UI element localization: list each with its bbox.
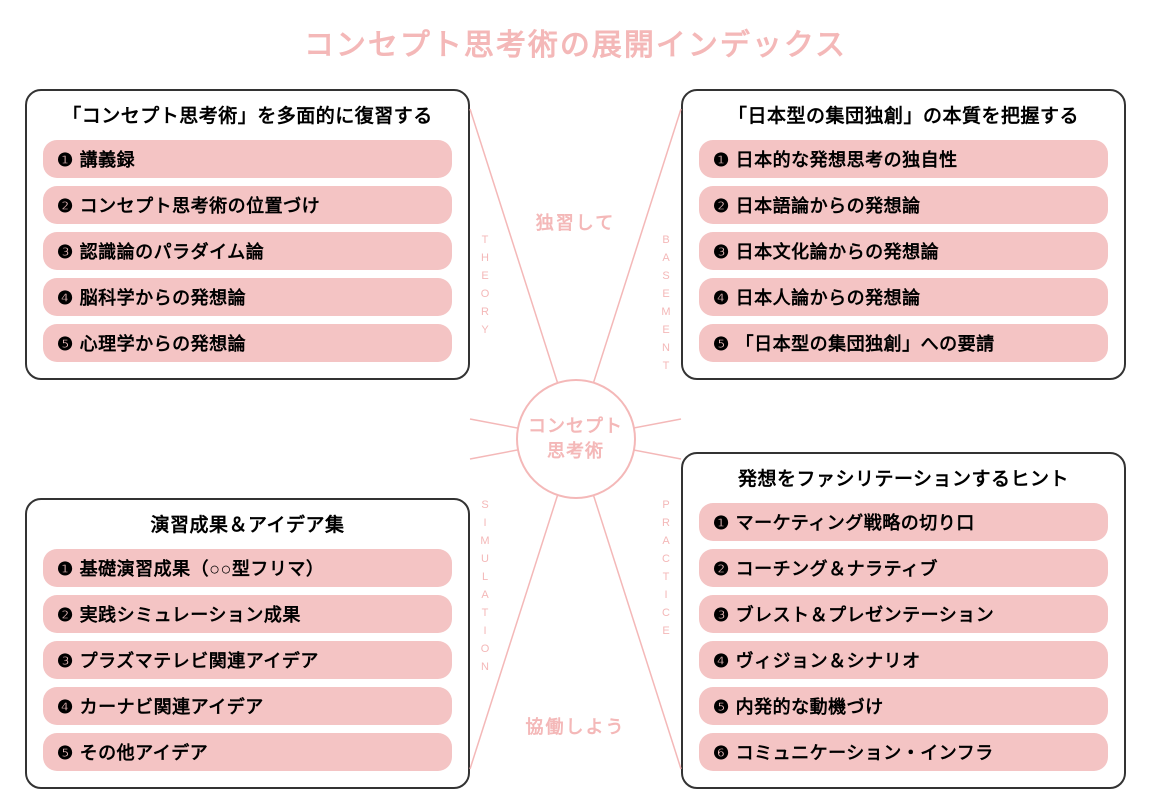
axis-label-bottom: 協働しよう — [526, 713, 626, 739]
list-item[interactable]: ❷ 日本語論からの発想論 — [699, 186, 1108, 224]
item-label: 心理学からの発想論 — [80, 334, 247, 354]
vertical-label-theory: THEORY — [479, 234, 491, 342]
item-label: ブレスト＆プレゼンテーション — [736, 605, 995, 625]
item-list: ❶ 講義録 ❷ コンセプト思考術の位置づけ ❸ 認識論のパラダイム論 ❹ 脳科学からの発想論 ❺… — [43, 140, 452, 362]
item-label: 日本語論からの発想論 — [736, 196, 921, 216]
item-label: ヴィジョン＆シナリオ — [736, 651, 921, 671]
list-item[interactable]: ❷ 実践シミュレーション成果 — [43, 595, 452, 633]
item-number-icon: ❷ — [713, 559, 730, 579]
item-number-icon: ❷ — [57, 605, 74, 625]
item-label: 内発的な動機づけ — [736, 697, 884, 717]
item-number-icon: ❸ — [713, 605, 730, 625]
diagram-container: 「コンセプト思考術」を多面的に復習する ❶講義録❷コンセプト思考術の位置づけ❸認… — [0, 79, 1151, 799]
list-item[interactable]: ❶ 基礎演習成果（○○型フリマ） — [43, 549, 452, 587]
item-list: ❶ 日本的な発想思考の独自性 ❷ 日本語論からの発想論 ❸ 日本文化論からの発想論 ❹ 日本人… — [699, 140, 1108, 362]
item-number-icon: ❶ — [713, 513, 730, 533]
quadrant-heading: 発想をファシリテーションするヒント — [699, 464, 1108, 491]
item-number-icon: ❺ — [57, 743, 74, 763]
vertical-label-simulation: SIMULATION — [479, 499, 491, 679]
item-number-icon: ❶ — [57, 150, 74, 170]
item-label: マーケティング戦略の切り口 — [736, 513, 975, 533]
list-item[interactable]: ❶ 講義録 — [43, 140, 452, 178]
item-list: ❶ 基礎演習成果（○○型フリマ） ❷ 実践シミュレーション成果 ❸ プラズマテレビ関連アイ… — [43, 549, 452, 771]
item-label: 脳科学からの発想論 — [80, 288, 247, 308]
item-label: 認識論のパラダイム論 — [80, 242, 265, 262]
list-item[interactable]: ❸ 認識論のパラダイム論 — [43, 232, 452, 270]
axis-label-top: 独習して — [536, 209, 615, 235]
item-number-icon: ❸ — [713, 242, 730, 262]
item-label: 日本的な発想思考の独自性 — [736, 150, 958, 170]
item-number-icon: ❸ — [57, 242, 74, 262]
item-label: 日本文化論からの発想論 — [736, 242, 940, 262]
item-label: その他アイデア — [80, 743, 209, 763]
item-label: コミュニケーション・インフラ — [736, 743, 994, 763]
vertical-label-basement: BASEMENT — [660, 234, 672, 378]
list-item[interactable]: ❹ 日本人論からの発想論 — [699, 278, 1108, 316]
list-item[interactable]: ❺ 心理学からの発想論 — [43, 324, 452, 362]
item-number-icon: ❶ — [57, 559, 74, 579]
page-title: コンセプト思考術の展開インデックス — [0, 0, 1151, 64]
list-item[interactable]: ❹ カーナビ関連アイデア — [43, 687, 452, 725]
item-number-icon: ❹ — [57, 288, 74, 308]
item-number-icon: ❺ — [57, 334, 74, 354]
quadrant-top-left: 「コンセプト思考術」を多面的に復習する ❶ 講義録 ❷ コンセプト思考術の位置づけ ❸認… — [25, 89, 470, 380]
list-item[interactable]: ❺ 内発的な動機づけ — [699, 687, 1108, 725]
center-text-line2: 思考術 — [547, 439, 604, 464]
list-item[interactable]: ❹ ヴィジョン＆シナリオ — [699, 641, 1108, 679]
list-item[interactable]: ❻ コミュニケーション・インフラ — [699, 733, 1108, 771]
item-label: 「日本型の集団独創」への要請 — [736, 334, 995, 354]
list-item[interactable]: ❸ ブレスト＆プレゼンテーション — [699, 595, 1108, 633]
item-number-icon: ❹ — [713, 288, 730, 308]
item-label: 基礎演習成果（○○型フリマ） — [80, 559, 325, 579]
list-item[interactable]: ❶ マーケティング戦略の切り口 — [699, 503, 1108, 541]
item-number-icon: ❺ — [713, 334, 730, 354]
list-item[interactable]: ❺ 「日本型の集団独創」への要請 — [699, 324, 1108, 362]
item-number-icon: ❺ — [713, 697, 730, 717]
item-number-icon: ❶ — [713, 150, 730, 170]
vertical-label-practice: PRACTICE — [660, 499, 672, 643]
list-item[interactable]: ❶ 日本的な発想思考の独自性 — [699, 140, 1108, 178]
item-label: カーナビ関連アイデア — [80, 697, 264, 717]
item-number-icon: ❷ — [713, 196, 730, 216]
item-list: ❶ マーケティング戦略の切り口 ❷ コーチング＆ナラティブ ❸ ブレスト＆プレゼンテーショ… — [699, 503, 1108, 771]
list-item[interactable]: ❸ 日本文化論からの発想論 — [699, 232, 1108, 270]
list-item[interactable]: ❸ プラズマテレビ関連アイデア — [43, 641, 452, 679]
center-circle: コンセプト 思考術 — [516, 379, 636, 499]
item-label: プラズマテレビ関連アイデア — [80, 651, 319, 671]
item-label: コンセプト思考術の位置づけ — [80, 196, 321, 216]
quadrant-bottom-left: 演習成果＆アイデア集 ❶ 基礎演習成果（○○型フリマ） ❷ 実践シミュレーション成果 ❸… — [25, 498, 470, 789]
item-number-icon: ❹ — [57, 697, 74, 717]
item-label: 日本人論からの発想論 — [736, 288, 921, 308]
quadrant-bottom-right: 発想をファシリテーションするヒント ❶ マーケティング戦略の切り口 ❷ コーチング＆ナ… — [681, 452, 1126, 789]
quadrant-heading: 「日本型の集団独創」の本質を把握する — [699, 101, 1108, 128]
item-label: 講義録 — [80, 150, 136, 170]
center-text-line1: コンセプト — [528, 414, 623, 439]
list-item[interactable]: ❷ コーチング＆ナラティブ — [699, 549, 1108, 587]
list-item[interactable]: ❷ コンセプト思考術の位置づけ — [43, 186, 452, 224]
item-number-icon: ❹ — [713, 651, 730, 671]
list-item[interactable]: ❹ 脳科学からの発想論 — [43, 278, 452, 316]
quadrant-heading: 演習成果＆アイデア集 — [43, 510, 452, 537]
item-label: 実践シミュレーション成果 — [80, 605, 301, 625]
item-label: コーチング＆ナラティブ — [736, 559, 938, 579]
quadrant-top-right: 「日本型の集団独創」の本質を把握する ❶ 日本的な発想思考の独自性 ❷ 日本語論からの… — [681, 89, 1126, 380]
item-number-icon: ❻ — [713, 743, 730, 763]
item-number-icon: ❸ — [57, 651, 74, 671]
list-item[interactable]: ❺ その他アイデア — [43, 733, 452, 771]
quadrant-heading: 「コンセプト思考術」を多面的に復習する — [43, 101, 452, 128]
item-number-icon: ❷ — [57, 196, 74, 216]
